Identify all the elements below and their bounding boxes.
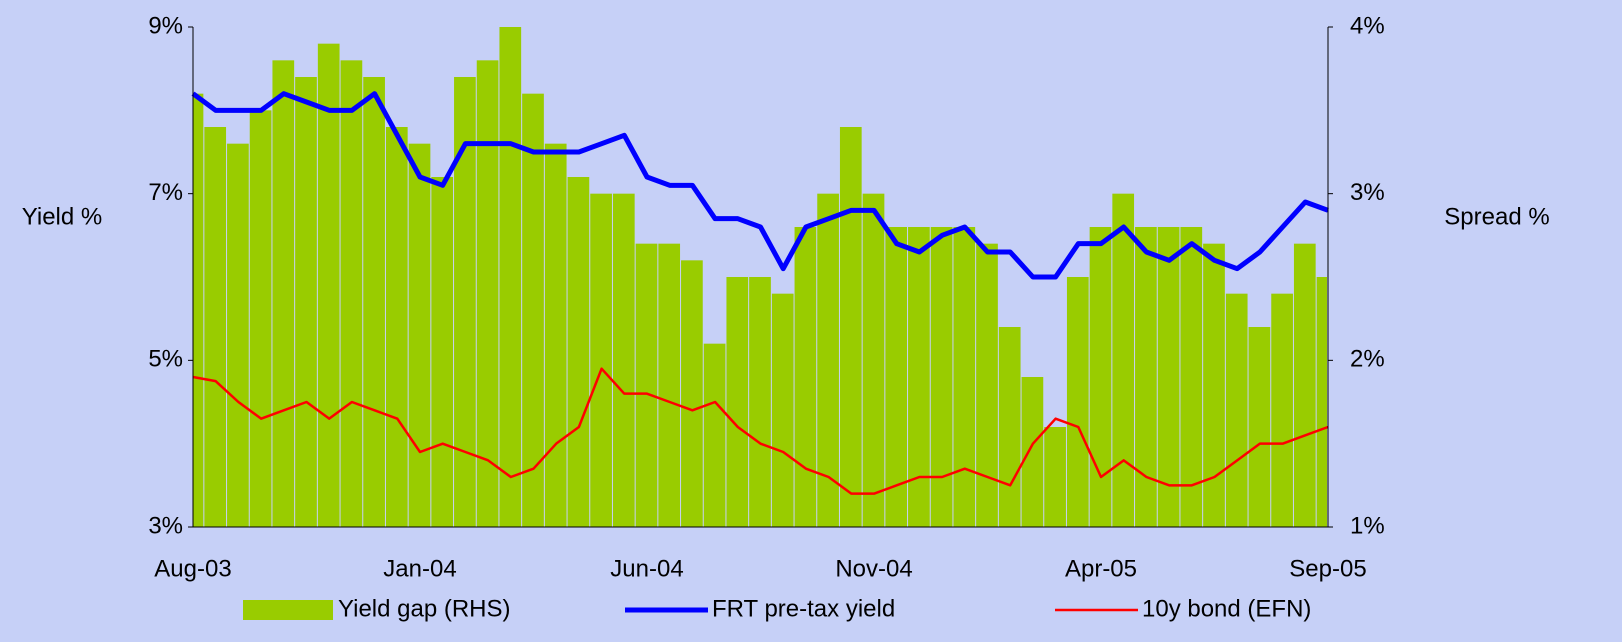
legend-swatch — [243, 600, 333, 620]
bar — [703, 343, 726, 527]
bar — [1203, 243, 1225, 527]
bar — [476, 60, 499, 527]
bar — [1293, 243, 1316, 527]
legend-label: FRT pre-tax yield — [712, 595, 895, 622]
bar — [204, 127, 227, 527]
bar — [567, 177, 590, 527]
bar — [635, 243, 658, 527]
bar — [1066, 277, 1089, 527]
bar — [976, 243, 998, 527]
bar — [1157, 227, 1180, 527]
x-tick-label: Sep-05 — [1289, 555, 1366, 582]
x-tick-label: Aug-03 — [154, 555, 231, 582]
bar — [590, 193, 612, 527]
bar — [1316, 277, 1327, 527]
y2-tick-label: 2% — [1350, 346, 1385, 373]
bar — [1135, 227, 1157, 527]
y2-axis-label: Spread % — [1444, 203, 1549, 230]
bar — [249, 110, 272, 527]
bar — [408, 143, 431, 527]
bar — [431, 177, 454, 527]
bar — [499, 27, 522, 527]
bar — [839, 127, 862, 527]
bar — [272, 60, 295, 527]
bar — [771, 293, 794, 527]
bar — [1112, 193, 1135, 527]
bar — [749, 277, 771, 527]
bar — [385, 127, 408, 527]
bar — [658, 243, 681, 527]
x-tick-label: Nov-04 — [835, 555, 912, 582]
bar — [908, 227, 930, 527]
bar — [1044, 427, 1066, 527]
bar — [1180, 227, 1203, 527]
bar — [794, 227, 817, 527]
bar — [681, 260, 703, 527]
legend-label: Yield gap (RHS) — [338, 595, 511, 622]
bar — [454, 77, 476, 527]
bar — [1271, 293, 1293, 527]
line — [191, 91, 1329, 280]
bar — [1089, 227, 1112, 527]
bar — [885, 227, 908, 527]
line — [192, 367, 1329, 495]
x-tick-label: Jun-04 — [610, 555, 683, 582]
bar — [953, 227, 976, 527]
x-tick-label: Apr-05 — [1065, 555, 1137, 582]
y2-tick-label: 1% — [1350, 512, 1385, 539]
bar — [1021, 377, 1044, 527]
y2-tick-label: 3% — [1350, 179, 1385, 206]
bar — [726, 277, 749, 527]
bar — [930, 227, 953, 527]
y-tick-label: 7% — [148, 179, 183, 206]
y2-tick-label: 4% — [1350, 12, 1385, 39]
y-tick-label: 3% — [148, 512, 183, 539]
bar — [1248, 327, 1271, 527]
bar — [522, 93, 544, 528]
bar — [998, 327, 1021, 527]
bar — [363, 77, 385, 527]
x-tick-label: Jan-04 — [383, 555, 456, 582]
bar — [612, 193, 635, 527]
bar — [193, 93, 204, 528]
bar — [317, 43, 340, 528]
bar — [862, 193, 885, 527]
y-tick-label: 5% — [148, 346, 183, 373]
bar — [295, 77, 317, 527]
y-tick-label: 9% — [148, 12, 183, 39]
y-axis-label: Yield % — [22, 203, 102, 230]
bar — [544, 143, 567, 527]
bar — [817, 193, 839, 527]
bar — [1225, 293, 1248, 527]
bar — [340, 60, 363, 527]
legend-label: 10y bond (EFN) — [1142, 595, 1311, 622]
bar — [227, 143, 249, 527]
